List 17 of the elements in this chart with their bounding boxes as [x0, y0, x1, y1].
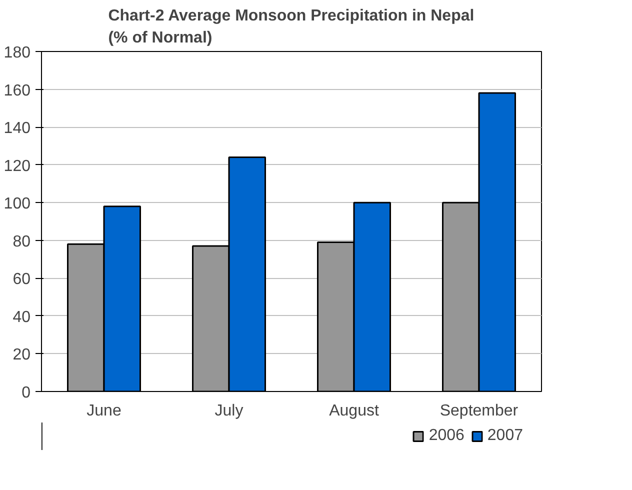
y-tick-label: 80 [12, 233, 31, 250]
y-tick-label: 20 [12, 346, 31, 364]
y-tick-label: 40 [12, 308, 31, 326]
x-tick-label: September [440, 402, 519, 420]
y-tick-label: 180 [4, 44, 31, 62]
y-tick-label: 100 [4, 196, 31, 213]
chart-title: Chart-2 Average Monsoon Precipitation in Nepal (% of Normal) [108, 7, 474, 46]
legend-label: 2006 [428, 427, 464, 445]
x-tick-label: July [214, 402, 244, 420]
y-tick-label: 120 [4, 158, 31, 175]
x-tick-label: June [86, 402, 122, 420]
y-tick-label: 160 [4, 82, 31, 100]
y-tick-label: 140 [4, 120, 31, 138]
y-tick-label: 60 [12, 271, 31, 288]
y-tick-label: 0 [22, 384, 31, 402]
x-tick-label: August [329, 402, 380, 420]
legend-label: 2007 [487, 427, 523, 445]
